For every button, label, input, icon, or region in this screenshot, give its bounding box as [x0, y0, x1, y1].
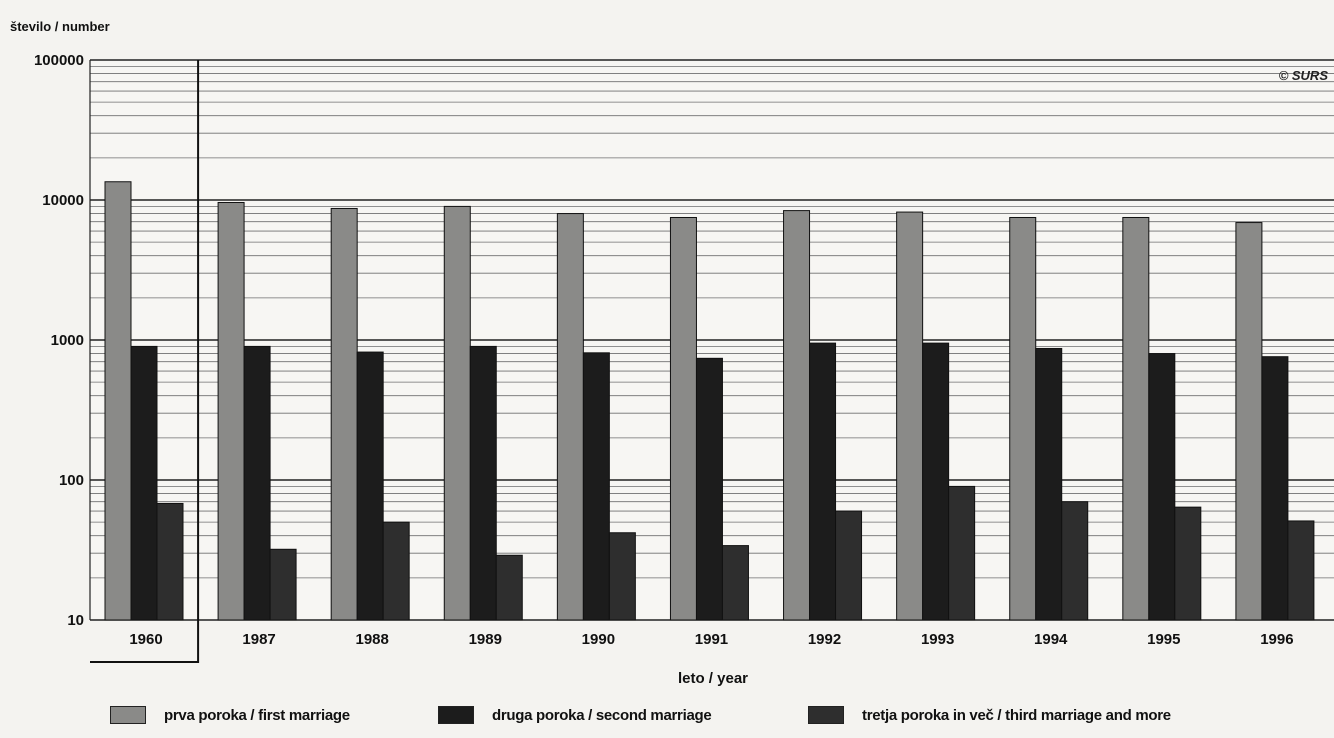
- legend-item-third-marriage: tretja poroka in več / third marriage an…: [808, 706, 1171, 724]
- bar-second-marriage-1994: [1035, 347, 1063, 621]
- x-tick-label: 1990: [582, 631, 615, 648]
- y-tick-label: 10: [67, 612, 84, 629]
- x-tick-label: 1987: [242, 631, 275, 648]
- x-axis-label: leto / year: [678, 670, 748, 687]
- bar-third-marriage-1991: [721, 545, 749, 621]
- bar-second-marriage-1993: [922, 342, 950, 621]
- bar-second-marriage-1996: [1261, 356, 1289, 621]
- legend-label-third-marriage: tretja poroka in več / third marriage an…: [862, 706, 1171, 724]
- bar-first-marriage-1995: [1122, 216, 1150, 621]
- legend-label-second-marriage: druga poroka / second marriage: [492, 706, 712, 724]
- bar-third-marriage-1996: [1287, 520, 1315, 621]
- y-tick-label: 1000: [51, 332, 84, 349]
- bar-first-marriage-1996: [1235, 222, 1263, 621]
- bar-first-marriage-1960: [104, 181, 132, 621]
- x-tick-label: 1991: [695, 631, 728, 648]
- bar-third-marriage-1987: [269, 548, 297, 621]
- bar-third-marriage-1990: [608, 532, 636, 621]
- bar-first-marriage-1989: [443, 205, 471, 621]
- bar-first-marriage-1990: [556, 213, 584, 621]
- bar-first-marriage-1992: [783, 210, 811, 621]
- bar-second-marriage-1990: [582, 352, 610, 621]
- bar-first-marriage-1993: [896, 211, 924, 621]
- legend-swatch-second-marriage: [438, 706, 474, 724]
- legend-swatch-first-marriage: [110, 706, 146, 724]
- legend-item-first-marriage: prva poroka / first marriage: [110, 706, 350, 724]
- bar-first-marriage-1988: [330, 207, 358, 621]
- bar-first-marriage-1987: [217, 201, 245, 621]
- legend-item-second-marriage: druga poroka / second marriage: [438, 706, 712, 724]
- bar-second-marriage-1989: [469, 345, 497, 621]
- bar-second-marriage-1987: [243, 345, 271, 621]
- y-tick-label: 100: [59, 472, 84, 489]
- bar-first-marriage-1991: [669, 216, 697, 621]
- bar-third-marriage-1995: [1174, 506, 1202, 621]
- bar-second-marriage-1960: [130, 345, 158, 621]
- bar-second-marriage-1991: [695, 357, 723, 621]
- year-1960-bracket: [90, 60, 200, 663]
- y-tick-label: 10000: [42, 192, 84, 209]
- x-tick-label: 1988: [355, 631, 388, 648]
- bar-second-marriage-1992: [809, 342, 837, 621]
- bar-second-marriage-1988: [356, 351, 384, 621]
- bar-third-marriage-1960: [156, 502, 184, 621]
- x-tick-label: 1995: [1147, 631, 1180, 648]
- bar-third-marriage-1988: [382, 521, 410, 621]
- bar-third-marriage-1992: [835, 510, 863, 621]
- x-tick-label: 1993: [921, 631, 954, 648]
- x-tick-label: 1992: [808, 631, 841, 648]
- y-axis-label: število / number: [10, 19, 110, 34]
- x-tick-label: 1996: [1260, 631, 1293, 648]
- bar-second-marriage-1995: [1148, 353, 1176, 621]
- bar-first-marriage-1994: [1009, 216, 1037, 621]
- bar-third-marriage-1994: [1061, 501, 1089, 621]
- x-tick-label: 1960: [129, 631, 162, 648]
- bar-third-marriage-1993: [948, 485, 976, 621]
- copyright-label: © SURS: [1279, 68, 1329, 83]
- legend-swatch-third-marriage: [808, 706, 844, 724]
- x-tick-label: 1994: [1034, 631, 1068, 648]
- x-tick-label: 1989: [469, 631, 502, 648]
- legend: prva poroka / first marriage druga porok…: [110, 706, 1310, 730]
- legend-label-first-marriage: prva poroka / first marriage: [164, 706, 350, 724]
- y-tick-label: 100000: [34, 52, 84, 69]
- bar-third-marriage-1989: [495, 554, 523, 621]
